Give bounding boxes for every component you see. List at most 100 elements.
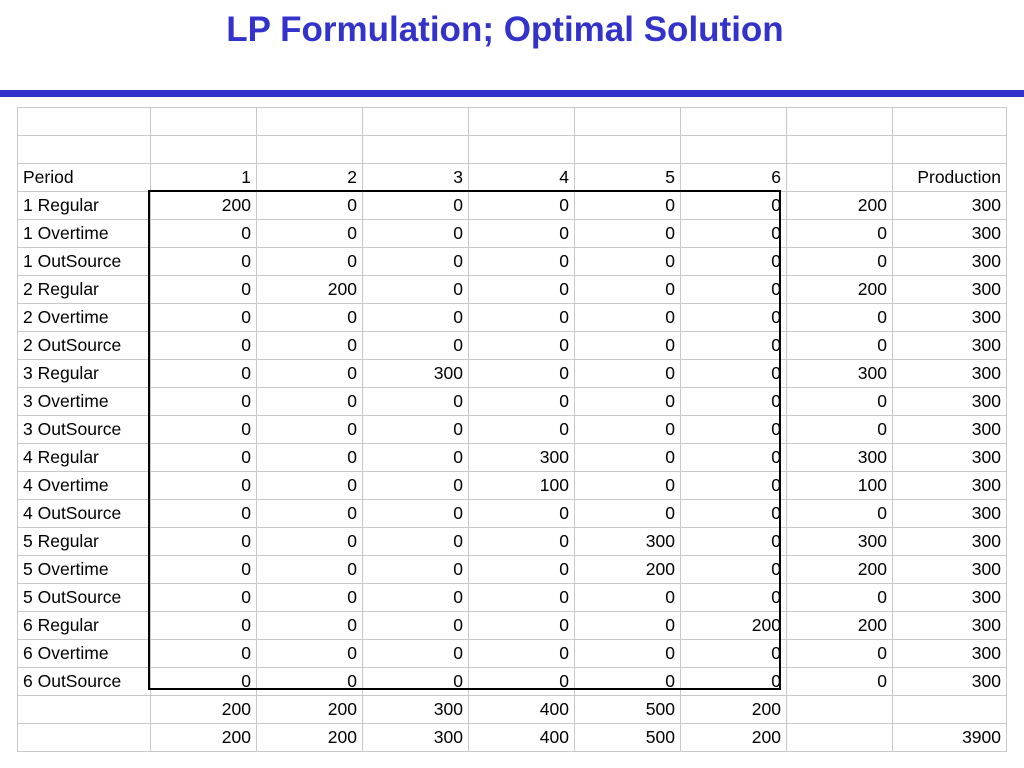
empty-row [17,135,1007,164]
period-value: 0 [680,471,787,500]
period-value: 0 [150,359,257,388]
period-value: 300 [362,359,469,388]
row-total: 200 [786,191,893,220]
table-cell [150,107,257,136]
row-total: 300 [786,359,893,388]
row-label: 6 OutSource [17,667,151,696]
period-value: 0 [680,443,787,472]
period-value: 0 [362,387,469,416]
empty-row [17,107,1007,136]
row-total: 0 [786,247,893,276]
period-value: 0 [574,611,681,640]
period-value: 0 [256,667,363,696]
row-label: 1 Overtime [17,219,151,248]
table-cell [786,135,893,164]
period-value: 200 [256,723,363,752]
period-value: 0 [362,583,469,612]
table-row: 6 Regular 0 0 0 0 0 200 200 300 [17,611,1007,640]
period-value: 0 [574,443,681,472]
production-capacity: 300 [892,191,1007,220]
table-cell [362,107,469,136]
period-value: 0 [150,303,257,332]
row-label: 2 Regular [17,275,151,304]
period-value: 0 [574,275,681,304]
row-label: 4 Regular [17,443,151,472]
row-total: 200 [786,611,893,640]
period-value: 300 [468,443,575,472]
period-value: 0 [574,583,681,612]
period-value: 0 [680,555,787,584]
period-value: 0 [680,639,787,668]
period-value: 200 [680,723,787,752]
period-value: 0 [468,275,575,304]
period-value: 0 [256,611,363,640]
period-value: 0 [362,555,469,584]
period-number: 4 [468,163,575,192]
period-value: 0 [150,331,257,360]
period-value: 200 [680,611,787,640]
period-value: 0 [680,219,787,248]
production-capacity: 300 [892,247,1007,276]
period-value: 0 [468,527,575,556]
row-total: 200 [786,275,893,304]
period-number: 1 [150,163,257,192]
period-value: 0 [574,499,681,528]
table-cell [574,135,681,164]
table-row: 4 OutSource 0 0 0 0 0 0 0 300 [17,499,1007,528]
period-value: 100 [468,471,575,500]
table-row: 5 Overtime 0 0 0 0 200 0 200 300 [17,555,1007,584]
table-cell [150,135,257,164]
period-number: 2 [256,163,363,192]
production-capacity: 300 [892,275,1007,304]
period-value: 200 [256,695,363,724]
period-value: 0 [574,219,681,248]
solution-table: Period 1 2 3 4 5 6 Production 1 Regular 2… [17,107,1007,752]
period-value: 0 [256,303,363,332]
row-label: 6 Overtime [17,639,151,668]
table-row: 6 OutSource 0 0 0 0 0 0 0 300 [17,667,1007,696]
period-value: 0 [256,583,363,612]
table-cell [574,107,681,136]
period-number: 5 [574,163,681,192]
period-value: 0 [468,359,575,388]
row-total: 0 [786,415,893,444]
row-total: 0 [786,583,893,612]
period-value: 500 [574,695,681,724]
period-value: 0 [468,583,575,612]
table-cell [256,135,363,164]
period-value: 0 [362,275,469,304]
period-value: 200 [680,695,787,724]
period-value: 0 [362,331,469,360]
period-value: 0 [362,247,469,276]
row-total [786,695,893,724]
row-label [17,723,151,752]
period-value: 0 [680,275,787,304]
table-cell [256,107,363,136]
production-capacity: 300 [892,331,1007,360]
row-label: 5 Overtime [17,555,151,584]
row-label: 1 OutSource [17,247,151,276]
production-capacity [892,695,1007,724]
row-total: 100 [786,471,893,500]
period-value: 0 [150,611,257,640]
row-total: 0 [786,499,893,528]
period-value: 0 [574,415,681,444]
period-value: 0 [150,471,257,500]
demand-row: 200 200 300 400 500 200 3900 [17,723,1007,752]
period-value: 0 [680,247,787,276]
table-row: 4 Overtime 0 0 0 100 0 0 100 300 [17,471,1007,500]
table-cell [680,135,787,164]
row-label: 2 Overtime [17,303,151,332]
production-capacity: 300 [892,387,1007,416]
period-value: 0 [362,639,469,668]
period-value: 0 [150,527,257,556]
period-value: 0 [150,415,257,444]
row-label: 3 Overtime [17,387,151,416]
period-value: 0 [468,639,575,668]
period-value: 0 [256,639,363,668]
period-value: 0 [468,387,575,416]
row-total: 0 [786,303,893,332]
table-row: 1 Overtime 0 0 0 0 0 0 0 300 [17,219,1007,248]
period-value: 0 [574,331,681,360]
period-value: 0 [680,359,787,388]
